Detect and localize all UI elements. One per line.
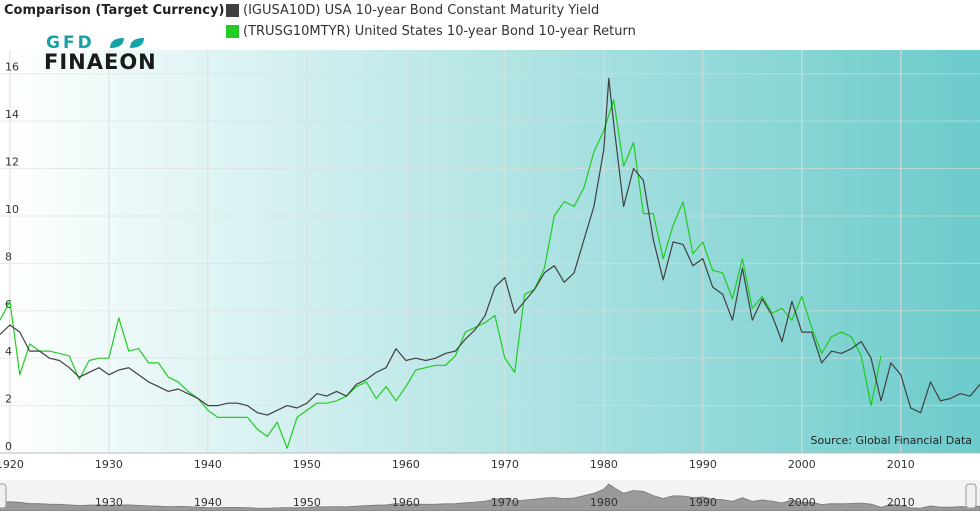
legend-item-return[interactable]: (TRUSG10MTYR) United States 10-year Bond… [226,24,636,39]
x-tick-label: 1930 [95,458,123,471]
source-note: Source: Global Financial Data [810,434,973,447]
y-tick-label: 10 [5,203,19,216]
x-tick-label: 1950 [293,458,321,471]
gfd-finaeon-logo: GFD FINAEON [44,33,184,74]
x-tick-label: 1960 [392,458,420,471]
y-tick-label: 12 [5,156,19,169]
x-tick-label: 2000 [788,458,816,471]
x-tick-label: 1980 [590,458,618,471]
plot-background [0,50,980,453]
navigator-handle-left[interactable] [0,483,7,509]
y-tick-label: 14 [5,108,19,121]
navigator-label: 1990 [689,496,717,509]
x-tick-label: 2010 [887,458,915,471]
legend-item-yield[interactable]: (IGUSA10D) USA 10-year Bond Constant Mat… [226,3,599,18]
series-lines [0,77,980,449]
legend-label-yield: (IGUSA10D) USA 10-year Bond Constant Mat… [243,3,600,18]
navigator-label: 1930 [95,496,123,509]
navigator-label: 1970 [491,496,519,509]
legend-swatch-return [226,25,239,38]
navigator-labels: 1930 1940 1950 1960 1970 1980 1990 2000 2010 [95,496,915,509]
navigator-label: 1940 [194,496,222,509]
navigator-label: 1980 [590,496,618,509]
legend-label-return: (TRUSG10MTYR) United States 10-year Bond… [243,24,636,39]
navigator-area [0,483,980,512]
navigator-label: 2010 [887,496,915,509]
navigator-label: 2000 [788,496,816,509]
navigator-handle-right[interactable] [965,483,977,509]
x-tick-label: 1920 [0,458,24,471]
y-tick-label: 16 [5,61,19,74]
legend-swatch-yield [226,4,239,17]
logo-line2: FINAEON [44,50,157,74]
y-tick-label: 8 [5,250,12,263]
series-line-return [0,99,882,449]
x-tick-label: 1940 [194,458,222,471]
x-tick-label: 1990 [689,458,717,471]
y-tick-label: 0 [5,440,12,453]
logo-line1: GFD [46,33,95,53]
leaf-icon [110,38,144,48]
navigator-label: 1960 [392,496,420,509]
series-line-yield [0,77,980,416]
y-tick-label: 2 [5,393,12,406]
navigator-label: 1950 [293,496,321,509]
x-tick-label: 1970 [491,458,519,471]
y-tick-label: 4 [5,345,12,358]
legend-title: Comparison (Target Currency) [4,3,225,18]
x-axis: 1920 1930 1940 1950 1960 1970 1980 1990 2000 2010 [0,458,915,471]
navigator[interactable]: 1930 1940 1950 1960 1970 1980 1990 2000 2010 [0,480,980,512]
